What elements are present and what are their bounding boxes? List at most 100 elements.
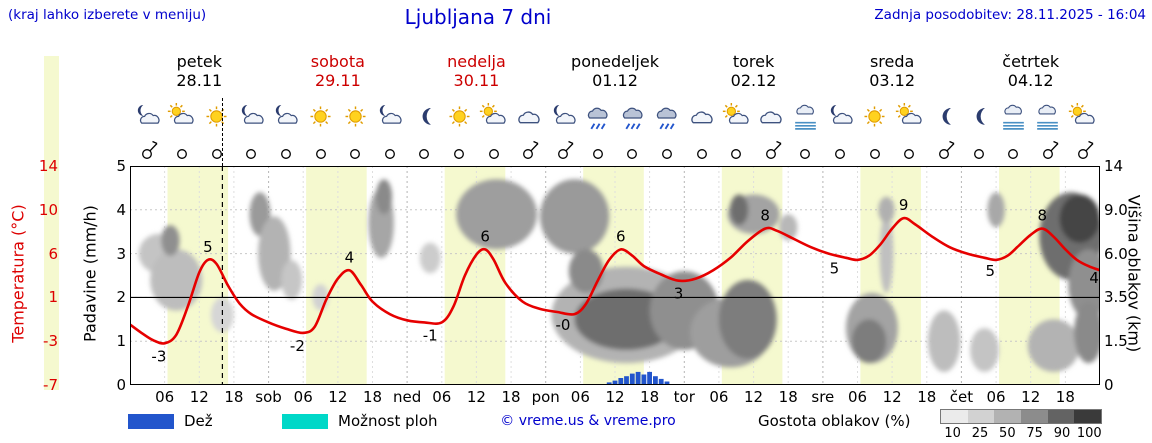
fog-icon bbox=[788, 97, 823, 137]
svg-text:6: 6 bbox=[480, 227, 490, 245]
cloud-tick: 14 bbox=[1104, 157, 1124, 175]
last-updated: Zadnja posodobitev: 28.11.2025 - 16:04 bbox=[874, 7, 1146, 23]
wind-calm-icon bbox=[892, 139, 927, 163]
x-tick-18: 18 bbox=[778, 388, 798, 406]
x-tick-sre: sre bbox=[811, 388, 835, 406]
wind-calm-icon bbox=[269, 139, 304, 163]
cloud-density-step bbox=[941, 410, 968, 423]
cloud-density-scale-values: 10 25 50 75 90 100 bbox=[939, 426, 1103, 441]
sun-icon bbox=[442, 97, 477, 137]
day-date: 03.12 bbox=[869, 71, 916, 90]
svg-text:-1: -1 bbox=[423, 326, 438, 344]
svg-text:-2: -2 bbox=[290, 337, 305, 355]
precip-tick: 1 bbox=[116, 332, 126, 351]
sun-icon bbox=[338, 97, 373, 137]
svg-text:4: 4 bbox=[345, 248, 355, 266]
day-date: 30.11 bbox=[453, 71, 500, 90]
day-name: torek bbox=[732, 52, 775, 71]
showers-legend-label: Možnost ploh bbox=[338, 412, 438, 430]
svg-text:8: 8 bbox=[760, 207, 770, 225]
moon-icon bbox=[927, 97, 962, 137]
x-tick-06: 06 bbox=[847, 388, 868, 406]
wind-calm-icon bbox=[684, 139, 719, 163]
cloud-density-value: 25 bbox=[971, 426, 989, 441]
wind-calm-icon bbox=[961, 139, 996, 163]
precip-tick: 4 bbox=[116, 200, 126, 219]
site-credit-link[interactable]: © vreme.us & vreme.pro bbox=[500, 413, 676, 429]
cloud-density-gradient-bar bbox=[940, 409, 1102, 424]
wind-calm-icon bbox=[719, 139, 754, 163]
cloud-tick: 1.5 bbox=[1104, 332, 1128, 351]
day-name: sobota bbox=[310, 52, 365, 71]
rain-icon bbox=[650, 97, 685, 137]
cloud-density-step bbox=[967, 410, 995, 423]
day-date: 02.12 bbox=[730, 71, 777, 90]
day-name: petek bbox=[176, 52, 222, 71]
day-header-četrtek: četrtek 04.12 bbox=[1002, 52, 1059, 90]
left-scale-strip bbox=[44, 56, 59, 390]
precip-tick: 3 bbox=[116, 244, 126, 263]
wind-barb-icon bbox=[1031, 139, 1066, 163]
svg-text:4: 4 bbox=[1089, 269, 1099, 287]
sun-icon bbox=[303, 97, 338, 137]
cloud-height-axis-label: Višina oblakov (km) bbox=[1124, 194, 1144, 353]
x-tick-06: 06 bbox=[432, 388, 452, 406]
wind-calm-icon bbox=[303, 139, 338, 163]
moon-cloud-icon bbox=[546, 97, 581, 137]
sun-icon bbox=[199, 97, 234, 137]
wind-calm-icon bbox=[650, 139, 685, 163]
wind-calm-icon bbox=[823, 139, 858, 163]
cloud-density-value: 90 bbox=[1053, 426, 1071, 441]
x-tick-12: 12 bbox=[744, 388, 764, 406]
day-name: nedelja bbox=[447, 52, 506, 71]
cloud-density-value: 10 bbox=[944, 426, 961, 441]
x-tick-čet: čet bbox=[949, 388, 974, 406]
wind-calm-icon bbox=[372, 139, 407, 163]
x-tick-sob: sob bbox=[255, 388, 282, 406]
x-tick-12: 12 bbox=[189, 388, 209, 406]
x-tick-pon: pon bbox=[531, 388, 560, 406]
wind-calm-icon bbox=[338, 139, 373, 163]
page-title: Ljubljana 7 dni bbox=[404, 5, 552, 29]
wind-barb-icon bbox=[1065, 139, 1100, 163]
rain-legend-label: Dež bbox=[184, 412, 213, 430]
day-name: sreda bbox=[869, 52, 915, 71]
x-tick-18: 18 bbox=[224, 388, 244, 406]
day-date: 29.11 bbox=[314, 71, 361, 90]
wind-barb-icon bbox=[511, 139, 546, 163]
sun-icon bbox=[857, 97, 892, 137]
temp-tick: -7 bbox=[43, 376, 58, 394]
day-header-petek: petek 28.11 bbox=[176, 52, 222, 90]
day-date: 04.12 bbox=[1007, 71, 1054, 90]
cloud-density-step bbox=[994, 410, 1022, 423]
wind-calm-icon bbox=[165, 139, 200, 163]
svg-text:5: 5 bbox=[830, 260, 840, 278]
wind-barb-icon bbox=[754, 139, 789, 163]
temperature-axis-label: Temperatura (°C) bbox=[8, 204, 28, 343]
fog-icon bbox=[996, 97, 1031, 137]
x-tick-18: 18 bbox=[362, 388, 383, 406]
moon-cloud-icon bbox=[372, 97, 407, 137]
fog-icon bbox=[1031, 97, 1066, 137]
x-tick-06: 06 bbox=[155, 388, 175, 406]
day-header-nedelja: nedelja 30.11 bbox=[447, 52, 506, 90]
x-tick-06: 06 bbox=[986, 388, 1006, 406]
wind-calm-icon bbox=[996, 139, 1031, 163]
day-header-sreda: sreda 03.12 bbox=[869, 52, 915, 90]
x-tick-06: 06 bbox=[709, 388, 729, 406]
day-date: 28.11 bbox=[176, 71, 223, 90]
x-tick-ned: ned bbox=[393, 388, 422, 406]
day-header-sobota: sobota 29.11 bbox=[311, 52, 365, 90]
cloud-density-legend-label: Gostota oblakov (%) bbox=[758, 412, 911, 430]
cloud-icon bbox=[754, 97, 789, 137]
temp-tick: -3 bbox=[43, 332, 58, 351]
weather-icon-row bbox=[130, 97, 1100, 137]
svg-text:8: 8 bbox=[1038, 207, 1048, 225]
x-tick-12: 12 bbox=[1021, 388, 1041, 406]
x-tick-12: 12 bbox=[605, 388, 625, 406]
sun-cloud-icon bbox=[165, 97, 200, 137]
temp-tick: 10 bbox=[38, 200, 58, 219]
temp-tick: 14 bbox=[38, 157, 58, 175]
precipitation-axis-label: Padavine (mm/h) bbox=[80, 205, 100, 342]
